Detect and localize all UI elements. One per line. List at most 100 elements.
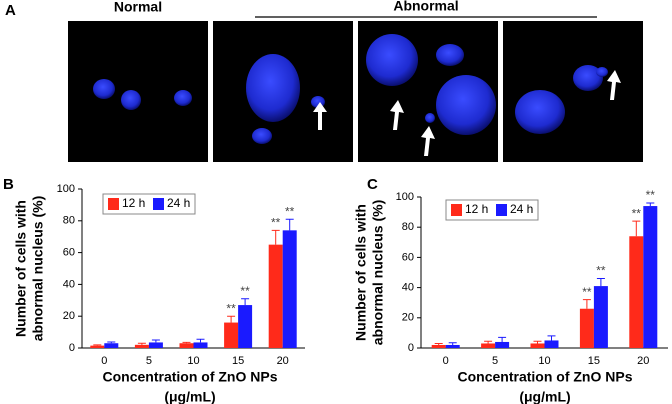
bar [193,342,208,348]
legend-box [445,199,539,221]
x-tick-label: 20 [277,355,289,367]
error-bar [596,278,605,287]
micrographs [68,21,643,162]
significance: ** [596,264,606,278]
arrow [313,102,327,130]
x-axis-label: (μg/mL) [519,389,570,404]
significance: ** [582,285,592,299]
y-tick-label: 20 [402,312,414,324]
panel-label: B [3,176,14,193]
micrograph [503,21,643,162]
nucleus [252,128,272,144]
x-tick-label: 15 [588,355,600,367]
bar [224,322,239,348]
error-bar [632,220,641,237]
bar [643,206,658,348]
y-axis-label: Number of cells with [13,200,29,337]
error-bar [484,340,493,344]
bar [268,244,283,348]
x-tick-label: 0 [101,355,107,367]
bar [629,236,644,348]
bar [179,343,194,348]
nucleus [174,90,192,106]
y-tick-label: 20 [63,310,75,322]
legend-swatch [451,204,462,216]
error-bar [151,339,160,343]
x-tick-label: 5 [492,355,498,367]
nucleus [366,34,418,86]
legend-label: 12 h [122,196,145,210]
significance: ** [646,188,656,202]
significance: ** [285,204,295,218]
y-axis-label: abnormal nucleus (%) [30,196,46,341]
y-tick-label: 40 [402,282,414,294]
significance: ** [271,216,281,230]
x-axis-label: Concentration of ZnO NPs [458,369,633,385]
y-tick-label: 100 [57,183,75,195]
error-bar [93,344,102,346]
x-tick-label: 20 [637,355,649,367]
arrow [390,100,404,130]
y-tick-label: 100 [396,191,414,203]
bar [134,344,149,348]
legend-box [102,193,196,215]
legend-swatch [108,198,119,210]
bar [544,340,559,348]
error-bar [107,341,116,344]
bar [431,344,446,348]
bar [530,343,545,348]
y-axis-label: Number of cells with [353,204,369,341]
panel-label: C [367,176,378,193]
error-bar [448,342,457,345]
y-tick-label: 80 [63,215,75,227]
nucleus [436,75,496,135]
y-tick-label: 60 [402,251,414,263]
error-bar [271,229,280,245]
nucleus [436,44,464,66]
bar [90,345,105,348]
nucleus [596,67,608,77]
x-tick-label: 0 [443,355,449,367]
x-axis-label: (μg/mL) [164,389,215,404]
group-title: Normal [114,0,162,15]
x-tick-label: 15 [232,355,244,367]
legend-label: 24 h [510,202,533,216]
error-bar [533,340,542,344]
bar [282,230,297,348]
nucleus [573,65,603,91]
error-bar [227,315,236,323]
nucleus [425,113,435,123]
y-tick-label: 40 [63,278,75,290]
legend-label: 24 h [167,196,190,210]
error-bar [434,342,443,345]
bar [148,342,163,348]
error-bar [646,202,655,207]
y-tick-label: 0 [69,342,75,354]
arrow [607,70,621,100]
error-bar [547,335,556,341]
group-title: Abnormal [393,0,458,14]
y-tick-label: 0 [408,342,414,354]
nucleus [246,54,300,122]
bar [495,341,510,348]
x-tick-label: 10 [538,355,550,367]
significance: ** [240,284,250,298]
arrow [421,126,435,156]
y-axis-label: abnormal nucleus (%) [370,200,386,345]
nucleus [93,79,115,99]
bar [579,308,594,348]
error-bar [498,336,507,342]
legend-swatch [153,198,164,210]
nucleus [121,90,141,110]
nucleus [515,90,565,134]
y-tick-label: 80 [402,221,414,233]
significance: ** [632,206,642,220]
legend-label: 12 h [465,202,488,216]
error-bar [196,338,205,343]
y-tick-label: 60 [63,247,75,259]
error-bar [241,298,250,306]
significance: ** [226,301,236,315]
error-bar [182,341,191,344]
error-bar [137,342,146,345]
